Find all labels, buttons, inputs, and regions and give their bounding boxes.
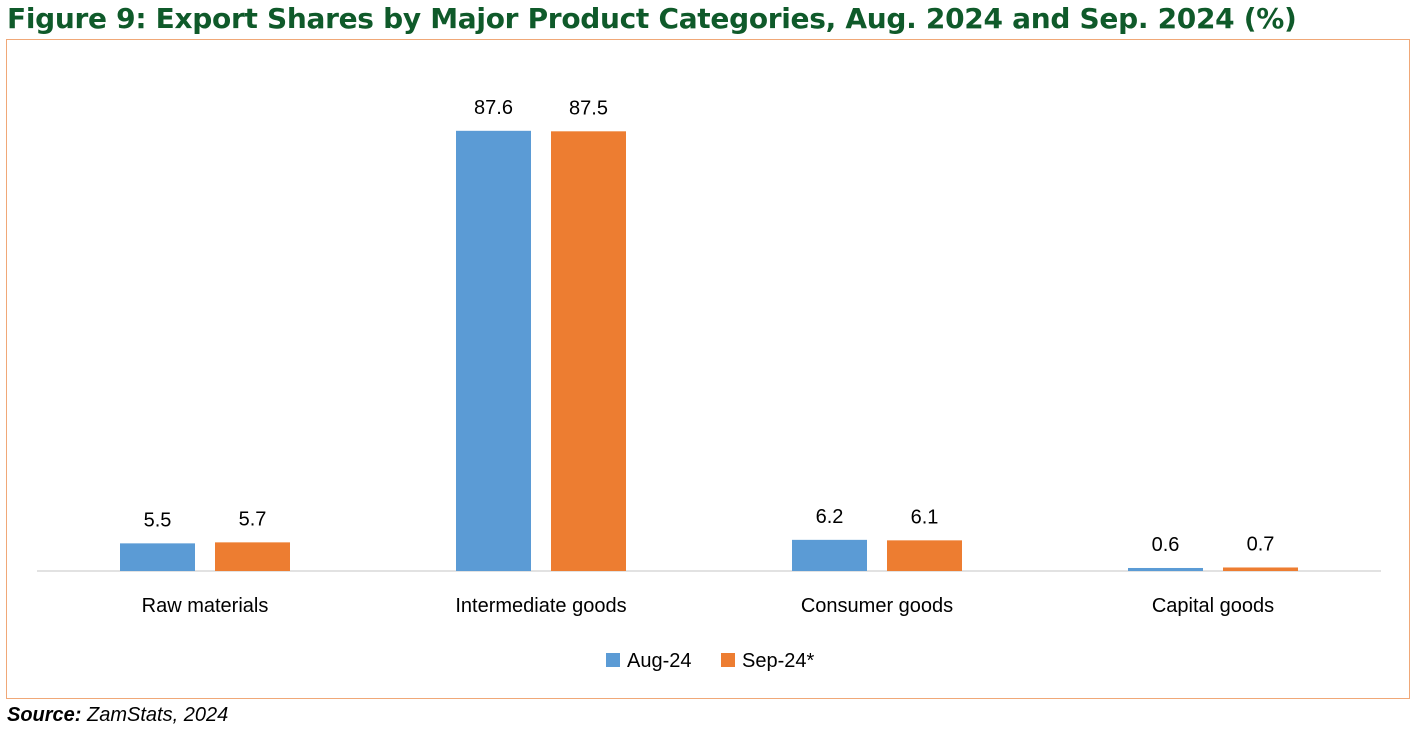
x-tick-label: Raw materials: [142, 595, 269, 617]
bar-sep-24-capital-goods: [1223, 567, 1298, 571]
x-tick-label: Consumer goods: [801, 595, 953, 617]
legend-label: Aug-24: [627, 650, 692, 672]
legend-swatch: [721, 653, 735, 667]
bar-aug-24-intermediate-goods: [456, 130, 531, 571]
source-note: Source: ZamStats, 2024: [7, 704, 228, 727]
data-label: 6.1: [911, 506, 939, 528]
source-label: Source:: [7, 704, 82, 726]
data-label: 87.6: [474, 97, 513, 119]
figure-title: Figure 9: Export Shares by Major Product…: [7, 2, 1297, 35]
bar-aug-24-capital-goods: [1128, 567, 1203, 571]
legend: Aug-24 Sep-24*: [606, 650, 814, 672]
x-tick-label: Intermediate goods: [455, 595, 626, 617]
data-label: 5.5: [144, 509, 172, 531]
data-label: 0.7: [1247, 533, 1275, 555]
bar-sep-24-intermediate-goods: [551, 131, 626, 571]
bar-sep-24-raw-materials: [215, 542, 290, 571]
bar-sep-24-consumer-goods: [887, 540, 962, 571]
bar-aug-24-raw-materials: [120, 543, 195, 571]
source-text: ZamStats, 2024: [87, 704, 229, 726]
labels-group: 5.5 5.7 Raw materials 87.6 87.5 Intermediate …: [142, 97, 1275, 617]
bars-group: [120, 130, 1298, 571]
legend-label: Sep-24*: [742, 650, 814, 672]
x-tick-label: Capital goods: [1152, 595, 1274, 617]
data-label: 87.5: [569, 97, 608, 119]
data-label: 5.7: [239, 508, 267, 530]
bar-aug-24-consumer-goods: [792, 539, 867, 571]
legend-swatch: [606, 653, 620, 667]
data-label: 0.6: [1152, 534, 1180, 556]
chart-frame: [6, 39, 1410, 699]
data-label: 6.2: [816, 506, 844, 528]
